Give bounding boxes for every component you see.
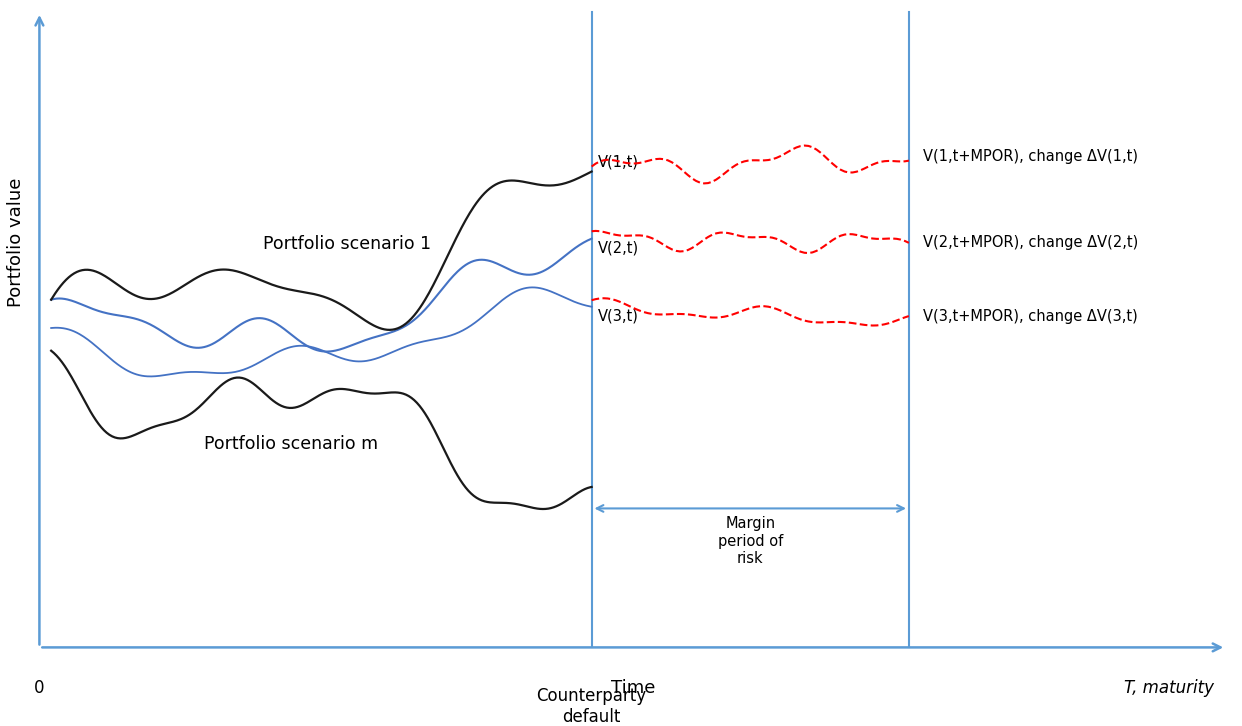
- Text: Portfolio value: Portfolio value: [7, 178, 25, 307]
- Text: Time: Time: [611, 679, 655, 697]
- Text: Margin
period of
risk: Margin period of risk: [718, 516, 782, 566]
- Text: V(2,t): V(2,t): [597, 240, 638, 256]
- Text: Counterparty
default: Counterparty default: [537, 687, 647, 726]
- Text: Portfolio scenario 1: Portfolio scenario 1: [262, 235, 431, 253]
- Text: T, maturity: T, maturity: [1124, 679, 1215, 697]
- Text: V(3,t+MPOR), change ΔV(3,t): V(3,t+MPOR), change ΔV(3,t): [923, 309, 1138, 324]
- Text: V(1,t+MPOR), change ΔV(1,t): V(1,t+MPOR), change ΔV(1,t): [923, 150, 1138, 164]
- Text: Portfolio scenario m: Portfolio scenario m: [204, 436, 378, 453]
- Text: V(2,t+MPOR), change ΔV(2,t): V(2,t+MPOR), change ΔV(2,t): [923, 235, 1138, 250]
- Text: 0: 0: [35, 679, 45, 697]
- Text: V(1,t): V(1,t): [597, 155, 638, 170]
- Text: V(3,t): V(3,t): [597, 309, 638, 324]
